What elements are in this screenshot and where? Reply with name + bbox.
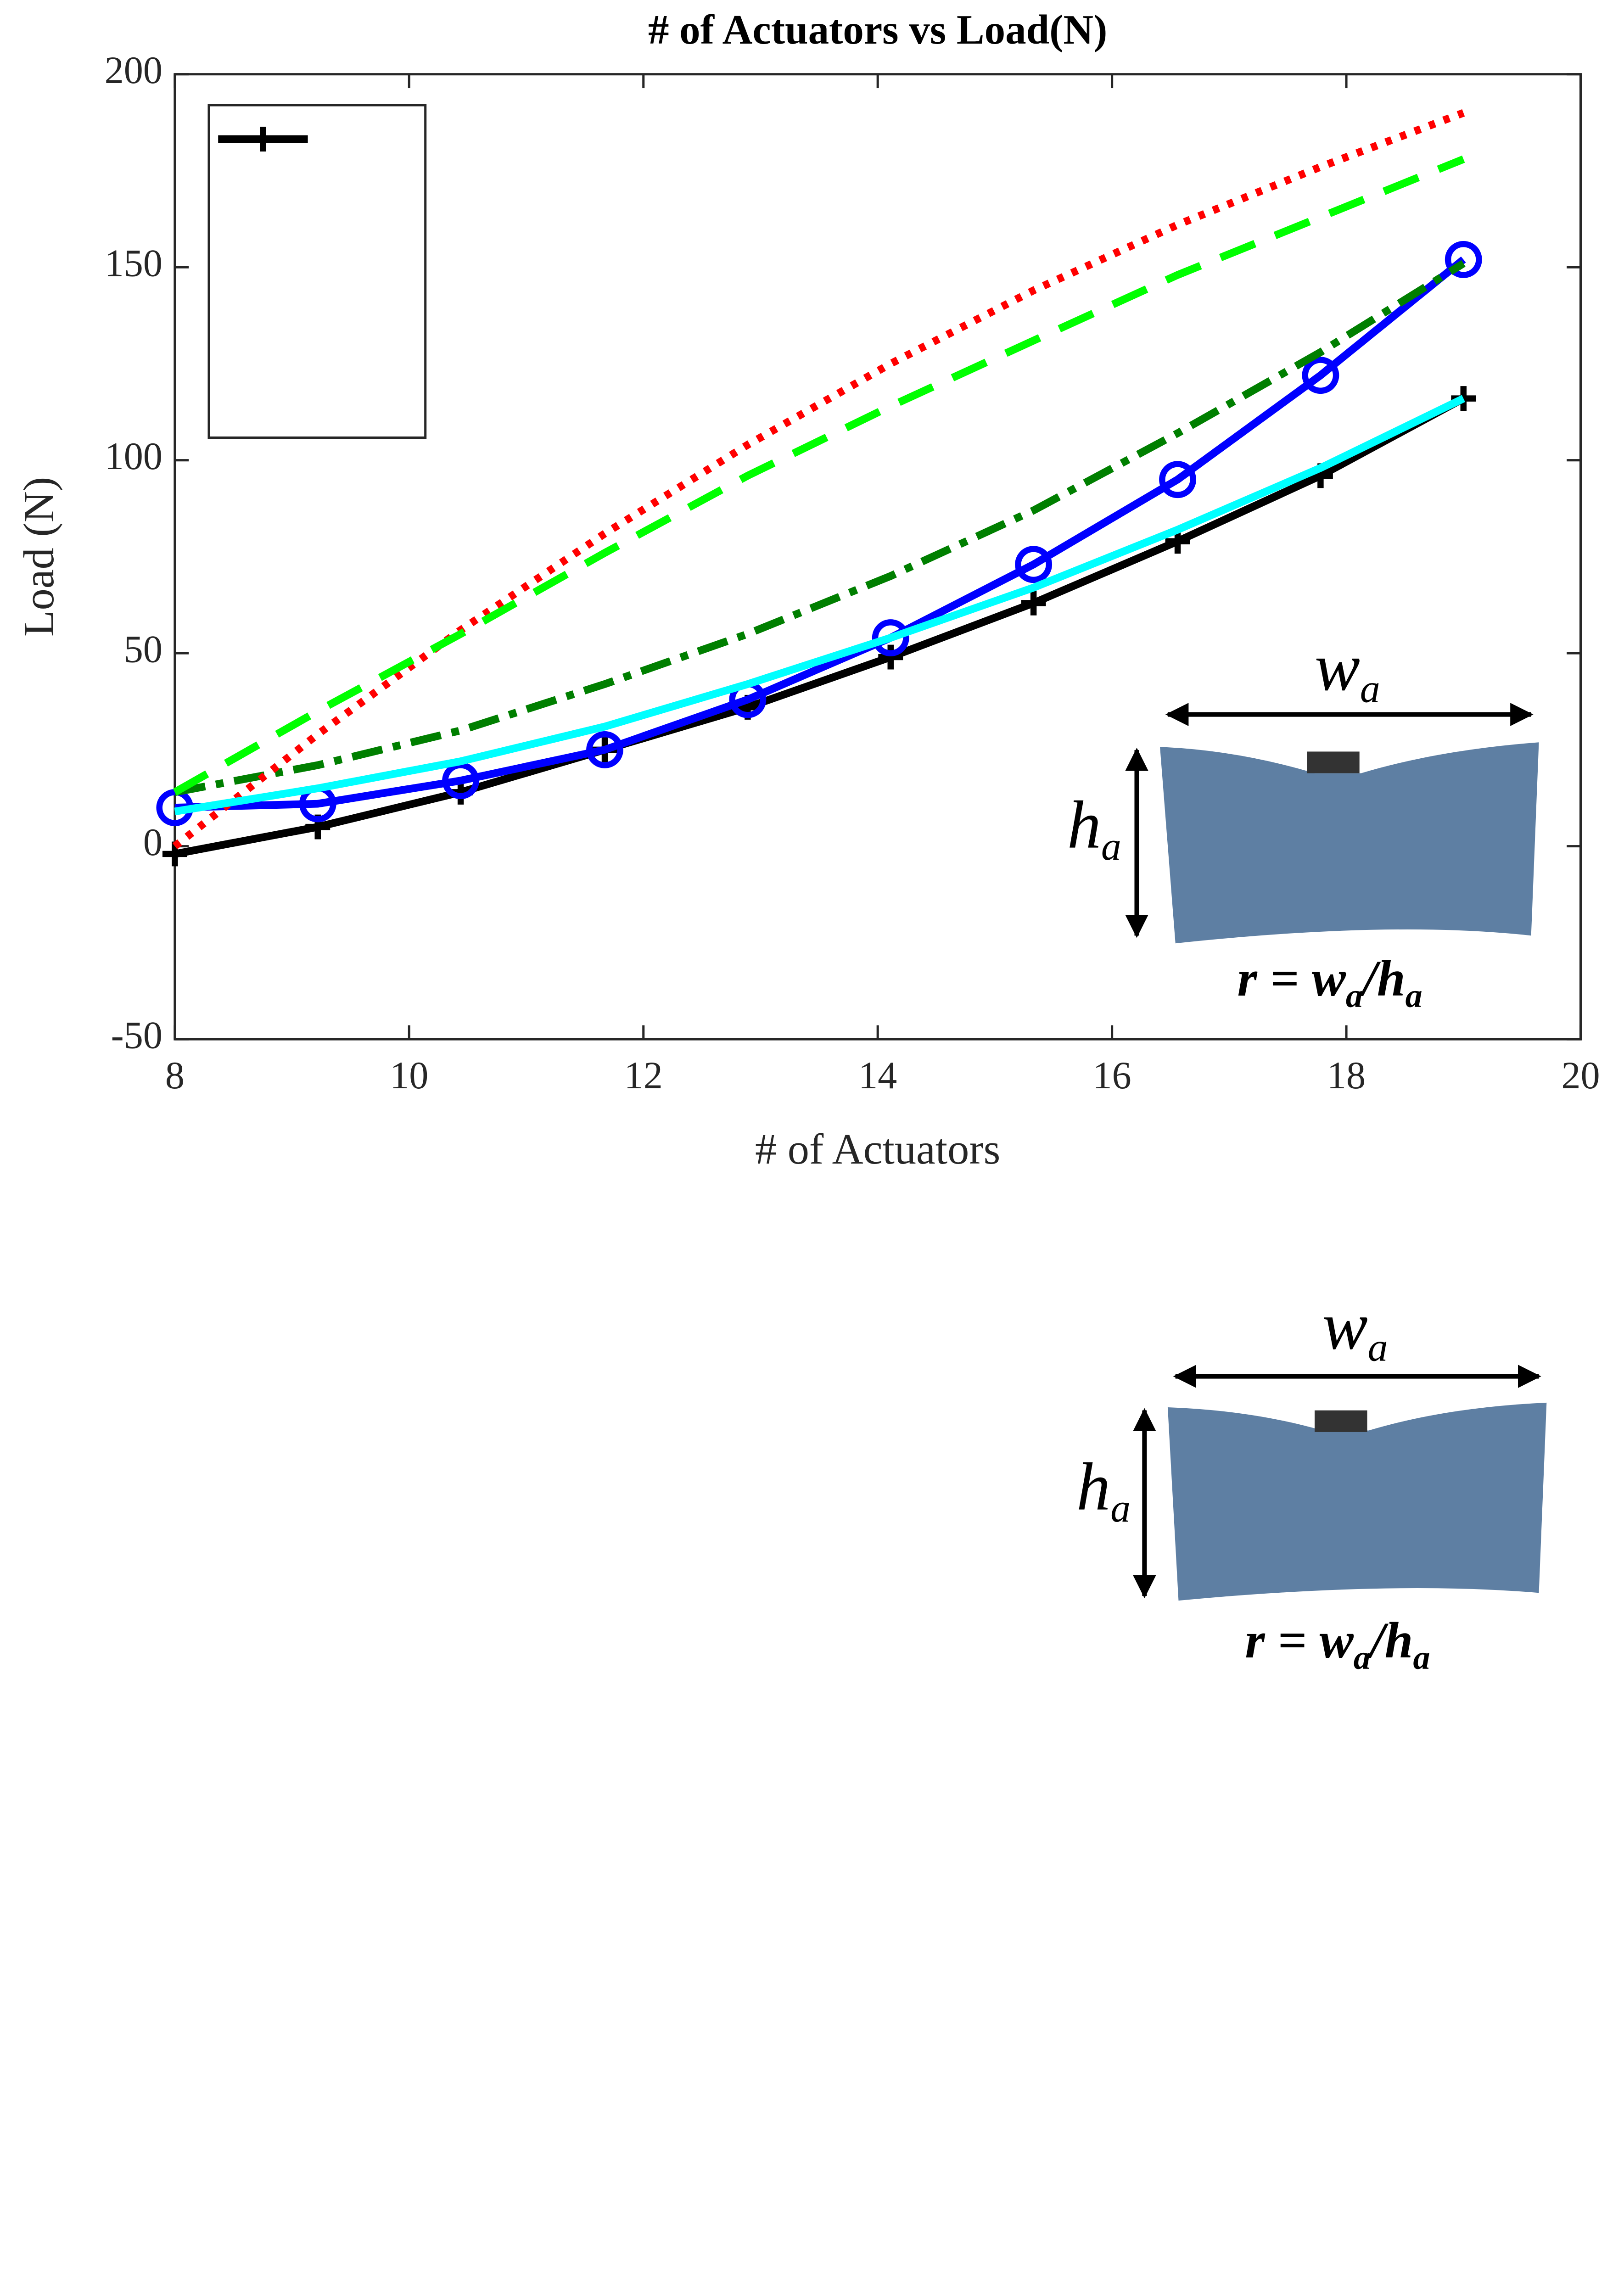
- legend-box: [207, 104, 427, 439]
- chart-title: # of Actuators vs Load(N): [648, 6, 1107, 53]
- series-line: [174, 260, 1466, 796]
- legend-marker: [250, 127, 275, 152]
- charts: # of Actuators vs Load(N) # of Actuators L…: [15, 6, 1600, 1173]
- y-tick-label: 150: [105, 242, 162, 285]
- marker: [1159, 461, 1196, 498]
- inset-height-label: ha: [1067, 788, 1121, 869]
- marker: [872, 619, 909, 656]
- series-line: [174, 395, 1466, 858]
- y-tick-label: 100: [105, 435, 162, 478]
- inset-photo: [1133, 1365, 1547, 1601]
- x-tick-label: 18: [1327, 1054, 1366, 1097]
- x-tick-label: 20: [1561, 1054, 1600, 1097]
- inset-formula: r = wa/ha: [1238, 950, 1422, 1014]
- marker: [1015, 546, 1053, 583]
- y-axis-label: Load (N): [15, 477, 63, 637]
- series-line: [174, 395, 1465, 816]
- y-tick-label: -50: [111, 1014, 162, 1057]
- x-tick-label: 12: [624, 1054, 663, 1097]
- inset-width-label: wa: [1315, 630, 1380, 711]
- series-line: [173, 155, 1465, 796]
- marker: [1302, 357, 1339, 394]
- x-tick-label: 14: [858, 1054, 897, 1097]
- chart: # of Actuators vs Load(N) # of Actuators L…: [15, 6, 1600, 1173]
- y-tick-label: 200: [105, 49, 162, 92]
- y-tick-label: 50: [124, 628, 162, 671]
- x-tick-label: 10: [390, 1054, 428, 1097]
- y-tick-label: 0: [143, 821, 162, 864]
- marker: [878, 644, 903, 670]
- marker: [586, 731, 623, 768]
- inset-height-label: ha: [1076, 1450, 1131, 1531]
- x-tick-label: 8: [165, 1054, 185, 1097]
- x-tick-label: 16: [1093, 1054, 1131, 1097]
- inset-photo: [1125, 703, 1539, 944]
- inset-formula: r = wa/ha: [1245, 1612, 1430, 1676]
- inset-width-label: wa: [1322, 1288, 1388, 1370]
- x-axis-label: # of Actuators: [755, 1125, 1000, 1173]
- marker: [1445, 241, 1482, 278]
- marker: [1021, 590, 1046, 616]
- series-line: [174, 256, 1466, 812]
